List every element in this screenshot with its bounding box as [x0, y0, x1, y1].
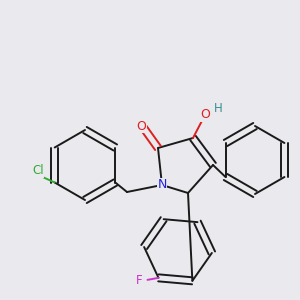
Text: H: H — [214, 103, 222, 116]
Text: O: O — [136, 119, 146, 133]
Text: N: N — [157, 178, 167, 191]
Text: Cl: Cl — [32, 164, 44, 177]
Text: O: O — [200, 109, 210, 122]
Text: F: F — [136, 274, 143, 287]
